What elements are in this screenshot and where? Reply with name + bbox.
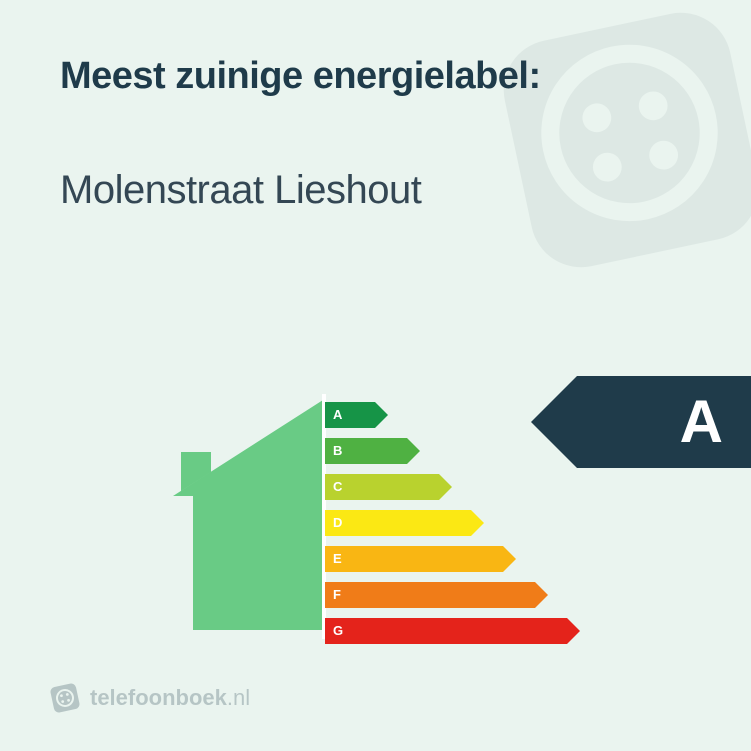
footer-brand-name: telefoonboek	[90, 685, 227, 710]
energy-bar-label: F	[333, 582, 341, 608]
footer: telefoonboek.nl	[50, 683, 250, 713]
energy-bar-label: A	[333, 402, 342, 428]
energy-bar-label: B	[333, 438, 342, 464]
footer-brand: telefoonboek.nl	[90, 685, 250, 711]
energy-bar-label: C	[333, 474, 342, 500]
watermark-icon	[451, 0, 751, 325]
energy-bar-label: D	[333, 510, 342, 536]
card-subtitle: Molenstraat Lieshout	[60, 168, 691, 213]
selected-label-letter: A	[680, 376, 723, 468]
energy-label-card: Meest zuinige energielabel: Molenstraat …	[0, 0, 751, 751]
energy-bar-label: E	[333, 546, 342, 572]
footer-brand-tld: .nl	[227, 685, 250, 710]
energy-bar-label: G	[333, 618, 343, 644]
footer-logo-icon	[50, 683, 80, 713]
house-icon	[167, 394, 325, 644]
card-title: Meest zuinige energielabel:	[60, 55, 691, 98]
selected-label-badge: A	[531, 376, 751, 468]
